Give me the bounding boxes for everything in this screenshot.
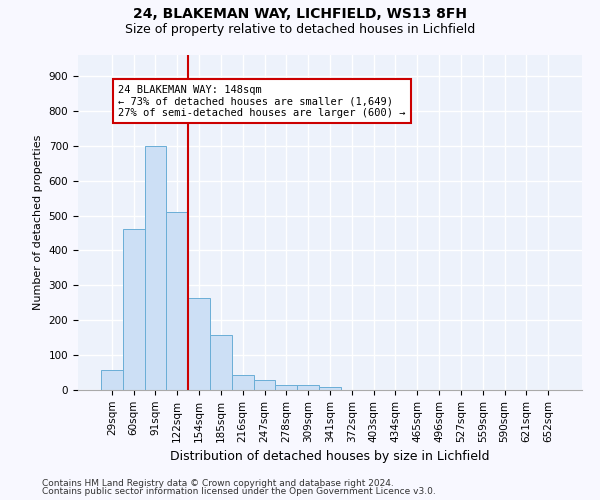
- X-axis label: Distribution of detached houses by size in Lichfield: Distribution of detached houses by size …: [170, 450, 490, 463]
- Bar: [123, 229, 145, 390]
- Text: 24 BLAKEMAN WAY: 148sqm
← 73% of detached houses are smaller (1,649)
27% of semi: 24 BLAKEMAN WAY: 148sqm ← 73% of detache…: [118, 84, 406, 118]
- Text: Size of property relative to detached houses in Lichfield: Size of property relative to detached ho…: [125, 22, 475, 36]
- Bar: [297, 385, 319, 390]
- Bar: [166, 212, 188, 390]
- Y-axis label: Number of detached properties: Number of detached properties: [33, 135, 43, 310]
- Text: Contains public sector information licensed under the Open Government Licence v3: Contains public sector information licen…: [42, 487, 436, 496]
- Text: Contains HM Land Registry data © Crown copyright and database right 2024.: Contains HM Land Registry data © Crown c…: [42, 478, 394, 488]
- Bar: [101, 370, 123, 390]
- Bar: [188, 298, 210, 390]
- Text: 24, BLAKEMAN WAY, LICHFIELD, WS13 8FH: 24, BLAKEMAN WAY, LICHFIELD, WS13 8FH: [133, 8, 467, 22]
- Bar: [145, 146, 166, 390]
- Bar: [319, 386, 341, 390]
- Bar: [275, 385, 297, 390]
- Bar: [232, 374, 254, 390]
- Bar: [254, 380, 275, 390]
- Bar: [210, 335, 232, 390]
